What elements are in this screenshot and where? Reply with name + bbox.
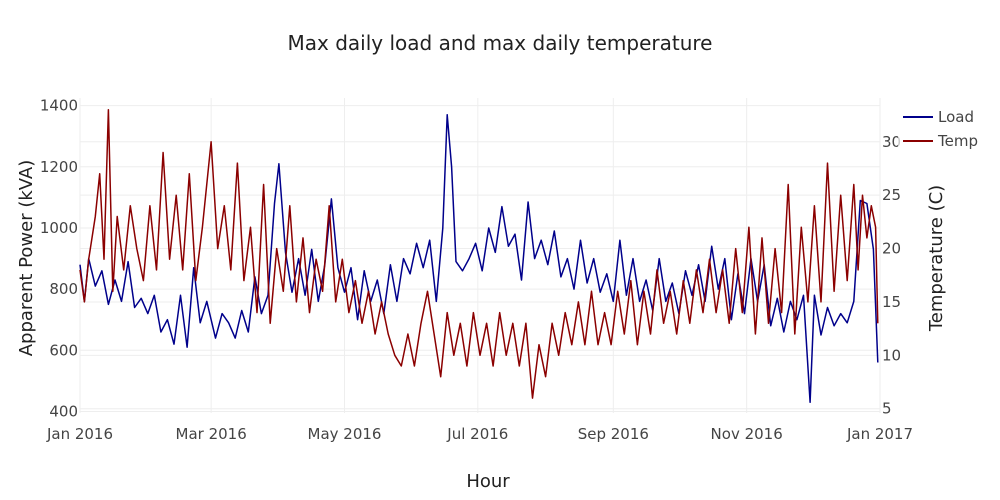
y2-tick-label: 15 [882,293,901,311]
y2-tick-label: 30 [882,133,901,151]
grid [79,98,881,413]
y-tick-label: 400 [49,402,78,420]
y2-axis-title: Temperature (C) [926,185,947,332]
y-axis-title: Apparent Power (kVA) [16,160,37,357]
y-tick-label: 600 [49,341,78,359]
y-tick-label: 1000 [40,219,78,237]
series-line-temp [79,108,879,399]
series-lines [79,108,879,404]
x-tick-label: Nov 2016 [711,425,783,443]
x-tick-label: Jan 2016 [46,425,113,443]
y2-axis-ticks: 5 10 15 20 25 30 [882,133,901,418]
x-tick-label: May 2016 [308,425,382,443]
x-axis-ticks: Jan 2016 Mar 2016 May 2016 Jul 2016 Sep 2016… [46,425,913,443]
y-tick-label: 1200 [40,158,78,176]
y-tick-label: 1400 [40,97,78,115]
chart-title: Max daily load and max daily temperature [288,31,713,55]
x-axis-title: Hour [466,471,510,492]
y2-tick-label: 5 [882,400,892,418]
x-tick-label: Jul 2016 [446,425,508,443]
legend-item-load[interactable]: Load [903,108,974,126]
legend-item-temp[interactable]: Temp [903,132,978,150]
y2-tick-label: 10 [882,346,901,364]
x-tick-label: Sep 2016 [578,425,649,443]
legend-label: Load [938,108,974,126]
y2-tick-label: 20 [882,240,901,258]
x-tick-label: Jan 2017 [846,425,913,443]
series-line-load [79,114,879,404]
legend-label: Temp [937,132,978,150]
legend: Load Temp [898,104,1000,154]
y-axis-ticks: 400 600 800 1000 1200 1400 [40,97,78,421]
x-tick-label: Mar 2016 [176,425,247,443]
legend-background [898,104,1000,154]
y-tick-label: 800 [49,280,78,298]
y2-tick-label: 25 [882,186,901,204]
